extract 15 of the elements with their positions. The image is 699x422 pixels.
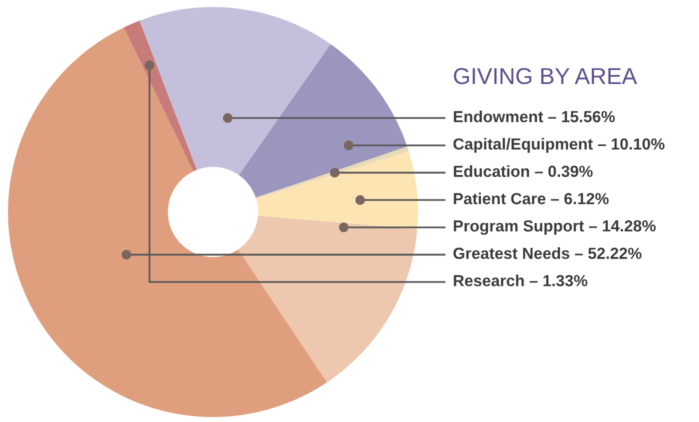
slice-label: Endowment – 15.56% [454,110,615,122]
slice-label: Program Support – 14.28% [454,220,656,235]
slice-label: Patient Care – 6.12% [454,192,609,204]
donut-slice [238,44,408,198]
donut-slice [124,20,197,172]
donut-slice [256,146,409,199]
donut-slice [140,7,331,176]
donut-slice [238,216,418,382]
slice-label: Capital/Equipment – 10.10% [453,138,665,153]
slice-label: Education – 0.39% [454,165,593,178]
donut-slice [8,27,327,418]
slice-label: Research – 1.33% [454,274,588,286]
slice-label: Greatest Needs – 52.22% [453,247,642,259]
text: GIVING BY AREA [454,68,638,84]
donut-slice [256,151,418,230]
